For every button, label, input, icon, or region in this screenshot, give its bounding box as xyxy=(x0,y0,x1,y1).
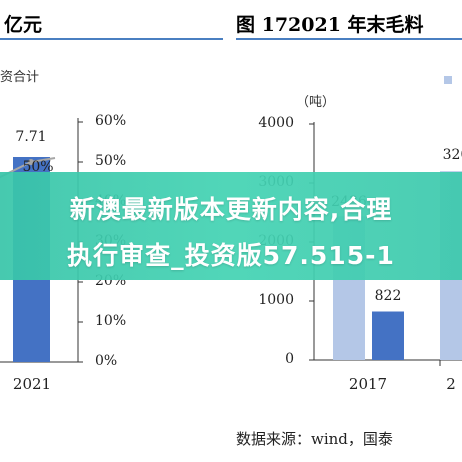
banner-line-2: 执行审查_投资版57.515-1 xyxy=(67,241,395,270)
left-y2-tick-label: 0% xyxy=(95,353,118,369)
right-unit-label: （吨） xyxy=(296,95,336,110)
left-line-data-label: 50% xyxy=(22,159,54,175)
left-title-rule xyxy=(0,38,223,40)
left-y2-tick-label: 10% xyxy=(95,313,127,329)
banner-line-1: 新澳最新版本更新内容,合理 xyxy=(69,195,393,224)
left-bar-data-label: 7.71 xyxy=(15,129,47,145)
right-category-2017: 2017 xyxy=(348,375,388,393)
right-category-next: 2 xyxy=(446,375,456,393)
right-y-tick-label: 4000 xyxy=(258,115,294,131)
left-y2-tick-label: 50% xyxy=(95,153,127,169)
right-y-tick-label: 0 xyxy=(285,351,294,367)
right-y-tick-label: 1000 xyxy=(258,292,294,308)
right-data-label-dark-2017: 822 xyxy=(374,287,402,304)
right-data-label-light-next: 320 xyxy=(442,147,462,164)
right-legend-swatch xyxy=(444,76,452,84)
source-note: 数据来源：wind，国泰 xyxy=(236,430,393,448)
right-title-rule xyxy=(236,38,462,40)
left-category-label: 2021 xyxy=(12,375,52,393)
overlay-banner xyxy=(0,172,462,280)
left-ratio-point xyxy=(28,159,34,165)
left-y2-tick-label: 60% xyxy=(95,113,127,129)
left-unit-label: 资合计 xyxy=(0,70,40,85)
right-panel-title: 图 172021 年末毛料 xyxy=(236,14,424,36)
right-bar-dark-2017 xyxy=(372,311,404,360)
left-panel-title: 亿元 xyxy=(4,14,43,36)
